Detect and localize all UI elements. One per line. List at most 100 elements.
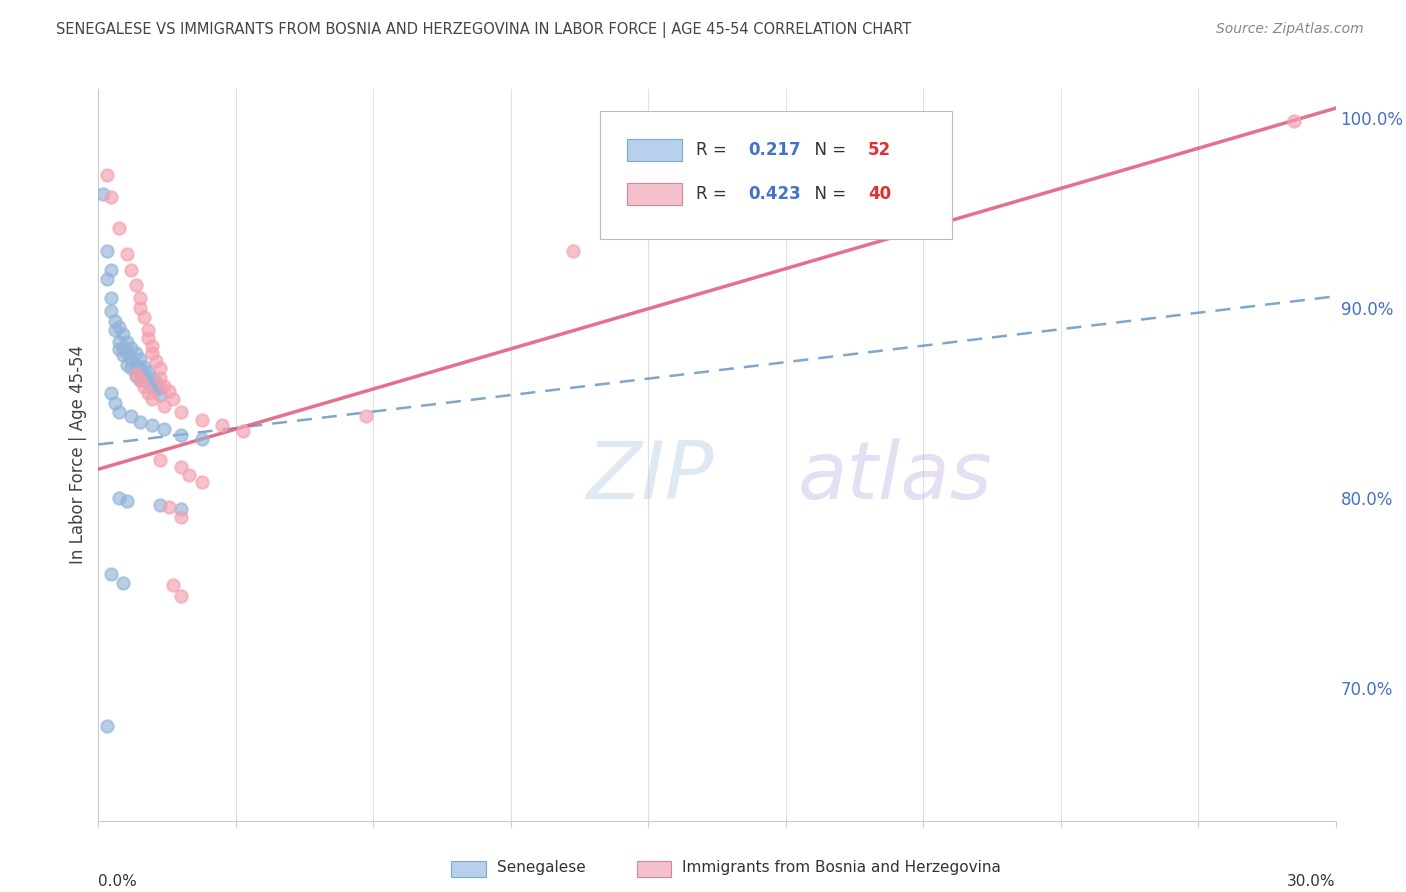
Point <box>157 500 180 515</box>
Point <box>120 262 142 277</box>
Point <box>100 262 122 277</box>
Point <box>141 418 163 433</box>
Point <box>120 351 142 366</box>
Point <box>157 384 180 399</box>
Text: R =: R = <box>696 185 733 202</box>
Point <box>128 291 150 305</box>
Point <box>132 380 155 394</box>
Point <box>149 361 172 376</box>
Point <box>124 277 146 292</box>
Point <box>124 358 146 372</box>
Point <box>170 428 193 442</box>
Point <box>132 359 155 374</box>
Text: 30.0%: 30.0% <box>1288 874 1336 888</box>
Point <box>128 301 150 315</box>
Point <box>149 388 172 402</box>
Point <box>149 380 172 394</box>
Point <box>145 354 167 368</box>
Text: Immigrants from Bosnia and Herzegovina: Immigrants from Bosnia and Herzegovina <box>682 860 1001 875</box>
Point <box>561 244 583 258</box>
Point <box>108 491 131 505</box>
Point <box>141 371 163 385</box>
Point <box>141 339 163 353</box>
Point <box>108 319 131 334</box>
Point <box>136 365 159 379</box>
Text: N =: N = <box>804 141 851 159</box>
Point <box>108 405 131 419</box>
Bar <box>451 861 485 877</box>
FancyBboxPatch shape <box>599 112 952 239</box>
Text: 40: 40 <box>868 185 891 202</box>
Text: R =: R = <box>696 141 733 159</box>
Point <box>117 346 139 360</box>
Point <box>162 578 184 592</box>
Point <box>108 343 131 357</box>
Point <box>124 346 146 360</box>
Point <box>112 576 135 591</box>
Text: 0.217: 0.217 <box>748 141 800 159</box>
Text: Source: ZipAtlas.com: Source: ZipAtlas.com <box>1216 22 1364 37</box>
Y-axis label: In Labor Force | Age 45-54: In Labor Force | Age 45-54 <box>69 345 87 565</box>
Point <box>232 424 254 438</box>
Point <box>141 392 163 406</box>
Bar <box>627 183 682 205</box>
Point <box>112 341 135 355</box>
Point <box>170 509 193 524</box>
Point <box>141 346 163 360</box>
Point <box>179 467 201 482</box>
Point <box>96 244 118 258</box>
Point <box>145 375 167 389</box>
Point <box>124 369 146 384</box>
Point <box>108 334 131 349</box>
Text: Senegalese: Senegalese <box>496 860 585 875</box>
Point <box>170 405 193 419</box>
Text: SENEGALESE VS IMMIGRANTS FROM BOSNIA AND HERZEGOVINA IN LABOR FORCE | AGE 45-54 : SENEGALESE VS IMMIGRANTS FROM BOSNIA AND… <box>56 22 911 38</box>
Point <box>149 498 172 512</box>
Point <box>128 415 150 429</box>
Point <box>153 422 176 436</box>
Point <box>120 341 142 355</box>
Point <box>132 310 155 325</box>
Point <box>136 323 159 337</box>
Point <box>104 395 127 409</box>
Point <box>211 418 233 433</box>
Text: ZIP: ZIP <box>588 438 714 516</box>
Text: atlas: atlas <box>797 438 993 516</box>
Point <box>190 432 212 446</box>
Point <box>124 367 146 381</box>
Point <box>128 361 150 376</box>
Text: 0.0%: 0.0% <box>98 874 138 888</box>
Point <box>128 373 150 387</box>
Point <box>104 323 127 337</box>
Point <box>100 304 122 318</box>
Bar <box>637 861 671 877</box>
Point <box>100 190 122 204</box>
Point <box>149 371 172 385</box>
Point <box>100 566 122 581</box>
Point <box>96 719 118 733</box>
Point <box>112 348 135 362</box>
Point <box>170 502 193 516</box>
Point <box>162 392 184 406</box>
Point <box>190 413 212 427</box>
Point <box>145 383 167 397</box>
Point <box>120 361 142 376</box>
Point <box>96 168 118 182</box>
Point <box>117 358 139 372</box>
Point <box>117 494 139 508</box>
Point <box>120 409 142 423</box>
Point <box>96 272 118 286</box>
Point <box>112 327 135 342</box>
Point <box>132 369 155 384</box>
Point <box>170 460 193 475</box>
Point <box>117 247 139 261</box>
Point <box>153 400 176 414</box>
Point <box>170 590 193 604</box>
Point <box>136 386 159 401</box>
Point <box>117 334 139 349</box>
Point <box>108 220 131 235</box>
Point <box>104 314 127 328</box>
Point <box>128 373 150 387</box>
Text: 0.423: 0.423 <box>748 185 801 202</box>
Point <box>141 380 163 394</box>
